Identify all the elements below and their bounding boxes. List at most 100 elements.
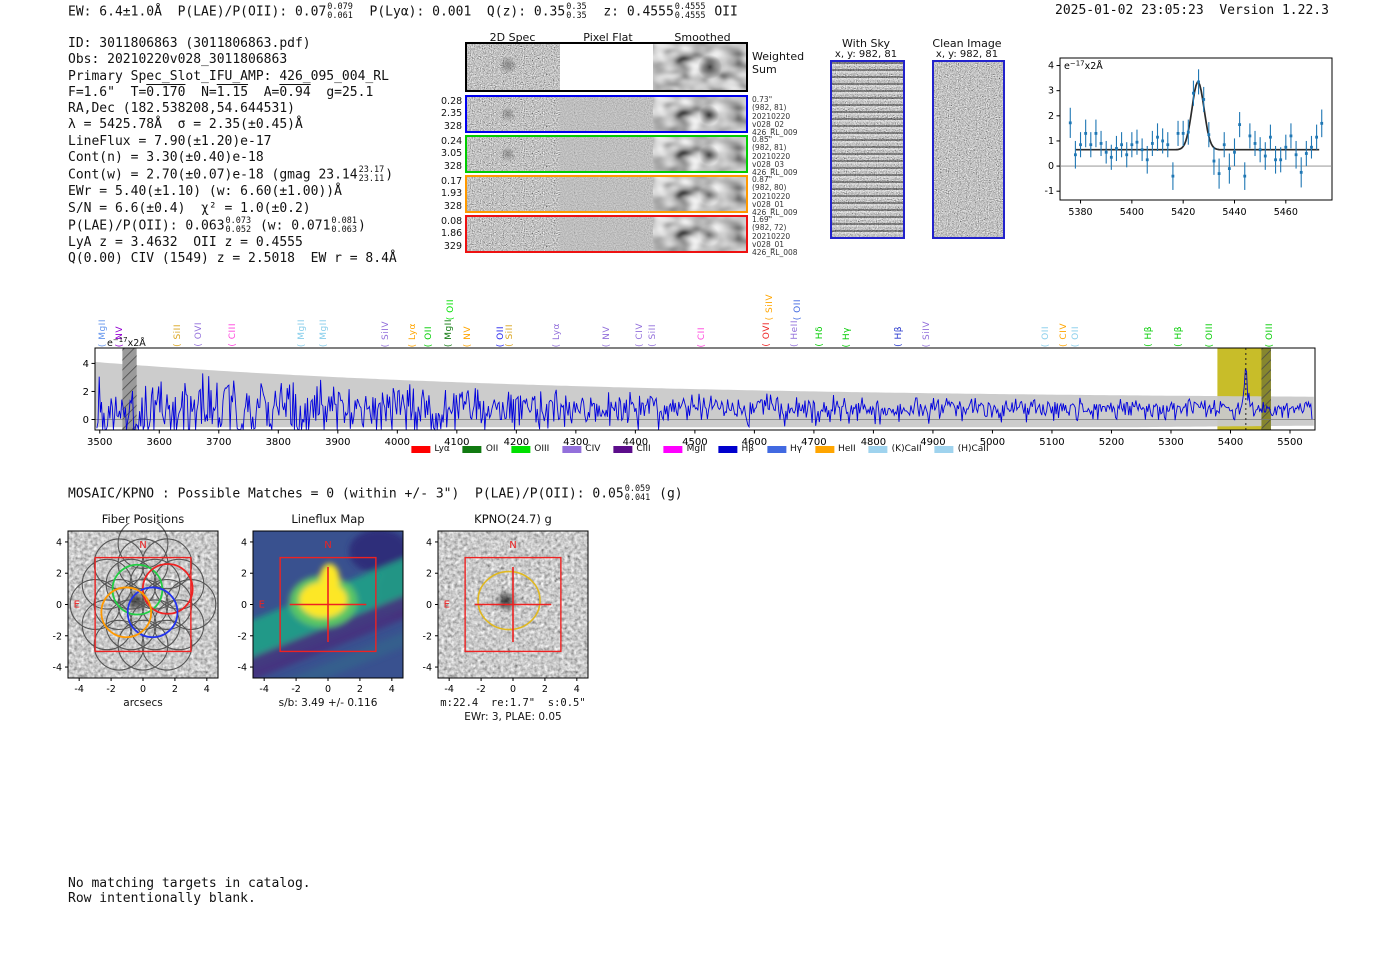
info-line: LyA z = 3.4632 OII z = 0.4555: [68, 234, 303, 250]
fiber-positions-title: Fiber Positions: [101, 512, 185, 526]
spec2d-source-blob: [497, 143, 519, 165]
svg-text:3700: 3700: [206, 437, 231, 448]
svg-text:-1: -1: [1045, 186, 1054, 197]
fiber-row-frame: [465, 95, 748, 133]
svg-text:4: 4: [1048, 61, 1054, 72]
weighted-sum-label: Weighted Sum: [752, 50, 805, 76]
source-blob: [488, 584, 523, 619]
noise-image: [467, 137, 560, 171]
info-line: λ = 5425.78Å σ = 2.35(±0.45)Å: [68, 117, 303, 133]
fiber-row-left-stats: 0.17 1.93 328: [441, 176, 463, 212]
info-line: Cont(n) = 3.30(±0.40)e-18: [68, 150, 264, 166]
spec2d-source-blob: [495, 52, 521, 78]
line-label-oii: ( OII: [792, 298, 803, 320]
svg-text:0: 0: [83, 415, 89, 426]
svg-text:-2: -2: [423, 631, 432, 642]
timestamp-version: 2025-01-02 23:05:23 Version 1.22.3: [1055, 3, 1329, 18]
spectrum-legend: Lyα OII OIII CIV CIII MgII Hβ Hγ HeII (K)CaII (H)C…: [411, 444, 989, 454]
svg-text:0: 0: [241, 600, 247, 611]
svg-text:2: 2: [426, 569, 432, 580]
info-line: EWr = 5.40(±1.10) (w: 6.60(±1.00))Å: [68, 184, 342, 200]
noise-image: [653, 217, 746, 251]
info-line: S/N = 6.6(±0.4) χ² = 1.0(±0.2): [68, 200, 311, 216]
svg-text:4200: 4200: [504, 437, 529, 448]
svg-text:-2: -2: [238, 631, 247, 642]
cutout-fiber: N E -4 -4 -2 -2 0 0 2 2 4 4: [38, 523, 253, 708]
noise-image: [467, 177, 560, 211]
summary-header-line: EW: 6.4±1.0Å P(LAE)/P(OII): 0.07 0.079 0.0…: [68, 2, 738, 21]
svg-text:4600: 4600: [742, 437, 767, 448]
noise-image: [467, 97, 560, 131]
zoomed-emission-line-plot: -1 0 1 2 3 4 5380 5400 5420 5440 5460 e−17x2Å: [1045, 57, 1333, 218]
fiber-row-left-stats: 0.24 3.05 328: [441, 136, 463, 172]
fiber-row-annotation: 0.87" (982, 80) 20210220 v028_01 426_RL_009: [752, 175, 798, 218]
svg-text:N: N: [139, 540, 146, 551]
legend-item: MgII: [663, 444, 705, 454]
fiber-row-frame: [465, 175, 748, 213]
info-line: ID: 3011806863 (3011806863.pdf): [68, 36, 311, 51]
legend-swatch: [718, 445, 738, 453]
svg-text:2: 2: [83, 387, 89, 398]
svg-text:2: 2: [1048, 111, 1054, 122]
cutout-lineflux: N E -4 -4 -2 -2 0 0 2 2 4 4: [223, 523, 438, 708]
svg-text:5100: 5100: [1039, 437, 1064, 448]
svg-text:4: 4: [56, 537, 62, 548]
svg-text:3600: 3600: [147, 437, 172, 448]
svg-text:5400: 5400: [1120, 207, 1144, 218]
kpno-title: KPNO(24.7) g: [474, 512, 552, 526]
svg-text:4: 4: [426, 537, 432, 548]
legend-item: (H)CaII: [934, 444, 989, 454]
legend-swatch: [462, 445, 482, 453]
svg-text:N: N: [324, 540, 331, 551]
stacked-fraction: 0.073 0.052: [225, 215, 252, 235]
smoothed-source-blob: [693, 50, 727, 84]
stacked-fraction: 0.059 0.041: [624, 484, 651, 503]
noise-image: [932, 60, 1005, 239]
svg-text:E: E: [444, 600, 450, 611]
smoothed-source-blob: [695, 141, 723, 169]
smoothed-source-blob: [695, 101, 723, 129]
legend-swatch: [511, 445, 531, 453]
svg-text:4: 4: [204, 684, 210, 695]
svg-text:-4: -4: [423, 663, 432, 674]
svg-text:3900: 3900: [325, 437, 350, 448]
svg-text:-4: -4: [74, 684, 83, 695]
svg-text:4800: 4800: [861, 437, 886, 448]
cutout-kpno: N E -4 -4 -2 -2 0 0 2 2 4 4: [408, 523, 623, 708]
fiber-row-annotation: 1.69" (982, 72) 20210220 v028_01 426_RL_008: [752, 215, 798, 258]
legend-swatch: [663, 445, 683, 453]
detection-info-block: ID: 3011806863 (3011806863.pdf) Obs: 2021…: [68, 36, 397, 267]
svg-text:-2: -2: [106, 684, 115, 695]
col-title-pixel-flat: Pixel Flat: [583, 31, 633, 44]
info-line: Primary Spec_Slot_IFU_AMP: 426_095_004_R…: [68, 68, 389, 84]
legend-swatch: [613, 445, 633, 453]
svg-text:3: 3: [1048, 86, 1054, 97]
fiber-row-frame: [465, 135, 748, 173]
fiber-row-left-stats: 0.08 1.86 329: [441, 216, 463, 252]
note-line-2: Row intentionally blank.: [68, 891, 256, 906]
legend-item: HeII: [815, 444, 856, 454]
svg-text:2: 2: [56, 569, 62, 580]
svg-text:2: 2: [357, 684, 363, 695]
noise-image: [467, 217, 560, 251]
col-title-smoothed: Smoothed: [674, 31, 731, 44]
info-line: Cont(w) = 2.70(±0.07)e-18 (gmag 23.14 23.…: [68, 165, 394, 185]
svg-text:e−17x2Å: e−17x2Å: [1064, 60, 1103, 73]
fiber-xlabel: arcsecs: [123, 697, 163, 709]
kpno-xlabel: m:22.4 re:1.7" s:0.5": [440, 697, 586, 709]
stacked-fraction: 23.17 23.11: [358, 165, 385, 185]
svg-text:4000: 4000: [385, 437, 410, 448]
info-line: RA,Dec (182.538208,54.644531): [68, 101, 295, 117]
stacked-fraction: 0.4555 0.4555: [674, 2, 706, 21]
lineflux-map-title: Lineflux Map: [291, 512, 365, 526]
svg-text:5500: 5500: [1277, 437, 1302, 448]
col-title-2d-spec: 2D Spec: [489, 31, 536, 44]
note-line-1: No matching targets in catalog.: [68, 876, 311, 891]
svg-text:-2: -2: [476, 684, 485, 695]
svg-text:4: 4: [83, 359, 89, 370]
svg-text:5000: 5000: [980, 437, 1005, 448]
sky-stripe-overlay: [832, 62, 903, 237]
fiber-row-annotation: 0.85" (982, 81) 20210220 v028_03 426_RL_009: [752, 135, 798, 178]
noise-image: [467, 44, 560, 90]
svg-text:3500: 3500: [87, 437, 112, 448]
